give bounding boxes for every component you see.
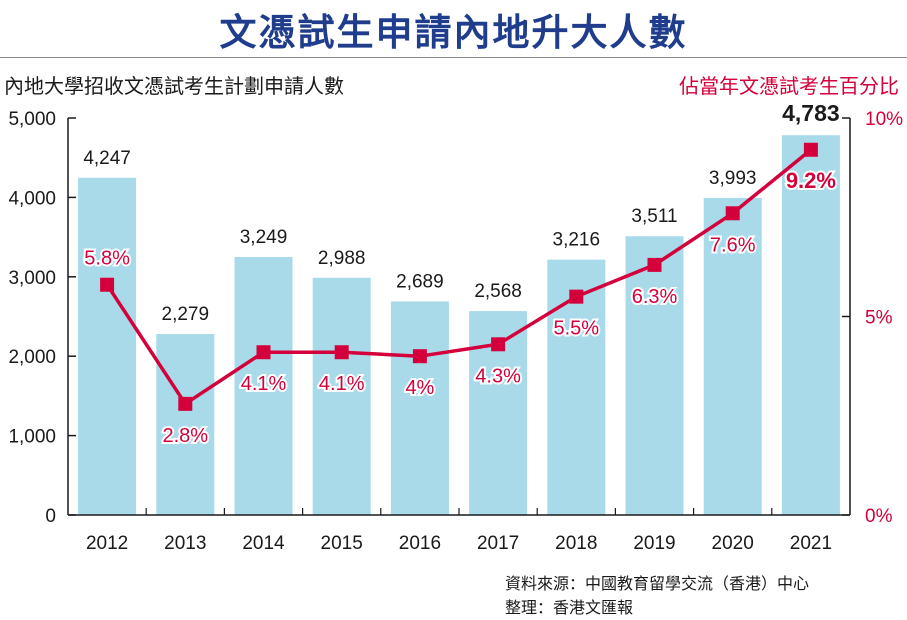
percent-marker: [412, 349, 427, 364]
x-tick-label: 2013: [164, 533, 206, 554]
percent-label: 4.3%: [475, 365, 521, 387]
left-tick-label: 0: [45, 506, 56, 527]
bar-value-label: 3,216: [553, 230, 601, 251]
percent-label: 7.6%: [710, 234, 756, 256]
bar-2016: [390, 301, 449, 515]
x-tick-label: 2018: [555, 533, 597, 554]
bar-2019: [625, 236, 684, 515]
percent-label: 4.1%: [319, 373, 365, 395]
percent-marker: [647, 257, 662, 272]
bar-value-label: 2,568: [474, 281, 522, 302]
percent-label: 6.3%: [632, 286, 678, 308]
bar-2012: [78, 177, 137, 515]
percent-label: 5.8%: [84, 248, 130, 270]
bar-value-label: 2,689: [396, 271, 444, 292]
right-tick-label: 5%: [865, 308, 893, 329]
bar-value-label: 2,279: [162, 304, 210, 325]
bar-2015: [312, 277, 371, 515]
x-tick-label: 2021: [790, 533, 832, 554]
source-line: 資料來源：中國教育留學交流（香港）中心: [505, 574, 810, 593]
chart-title: 文憑試生申請內地升大人數: [219, 11, 688, 54]
percent-marker: [569, 289, 584, 304]
percent-marker: [256, 345, 271, 360]
percent-marker: [725, 206, 740, 221]
percent-marker: [178, 396, 193, 411]
percent-line: [105, 148, 813, 406]
left-tick-label: 4,000: [8, 188, 56, 209]
x-tick-label: 2017: [477, 533, 519, 554]
left-tick-label: 3,000: [8, 268, 56, 289]
left-tick-label: 5,000: [8, 109, 56, 130]
percent-label: 4.1%: [241, 373, 287, 395]
bar-value-label: 2,988: [318, 248, 366, 269]
bar-2021: [781, 135, 840, 515]
compiled-line: 整理：香港文匯報: [505, 598, 634, 617]
percent-label: 4%: [405, 377, 434, 399]
left-tick-label: 1,000: [8, 427, 56, 448]
x-tick-label: 2012: [86, 533, 128, 554]
percent-label: 2.8%: [163, 425, 209, 447]
percent-marker: [803, 142, 818, 157]
bar-value-label: 3,511: [631, 206, 677, 227]
percent-marker: [491, 337, 506, 352]
x-tick-label: 2016: [399, 533, 441, 554]
right-axis-title: 佔當年文憑試考生百分比: [679, 74, 899, 98]
bar-value-label: 4,783: [782, 100, 840, 126]
right-tick-label: 10%: [865, 109, 903, 130]
bar-value-label: 3,993: [709, 168, 757, 189]
left-tick-label: 2,000: [8, 347, 56, 368]
bar-2013: [156, 334, 215, 515]
x-tick-label: 2014: [242, 533, 285, 554]
x-tick-label: 2015: [321, 533, 363, 554]
title-divider: [0, 57, 907, 58]
source-note: 資料來源：中國教育留學交流（香港）中心 整理：香港文匯報: [505, 572, 809, 620]
x-tick-label: 2020: [712, 533, 754, 554]
x-tick-label: 2019: [633, 533, 675, 554]
bar-2014: [234, 257, 293, 515]
right-tick-label: 0%: [865, 506, 893, 527]
percent-label: 9.2%: [786, 168, 836, 193]
bar-value-label: 4,247: [83, 148, 131, 169]
percent-marker: [100, 277, 115, 292]
percent-marker: [334, 345, 349, 360]
bar-2020: [703, 197, 762, 515]
bar-value-label: 3,249: [240, 227, 288, 248]
percent-label: 5.5%: [554, 318, 600, 340]
left-axis-title: 內地大學招收文憑試考生計劃申請人數: [4, 74, 344, 98]
